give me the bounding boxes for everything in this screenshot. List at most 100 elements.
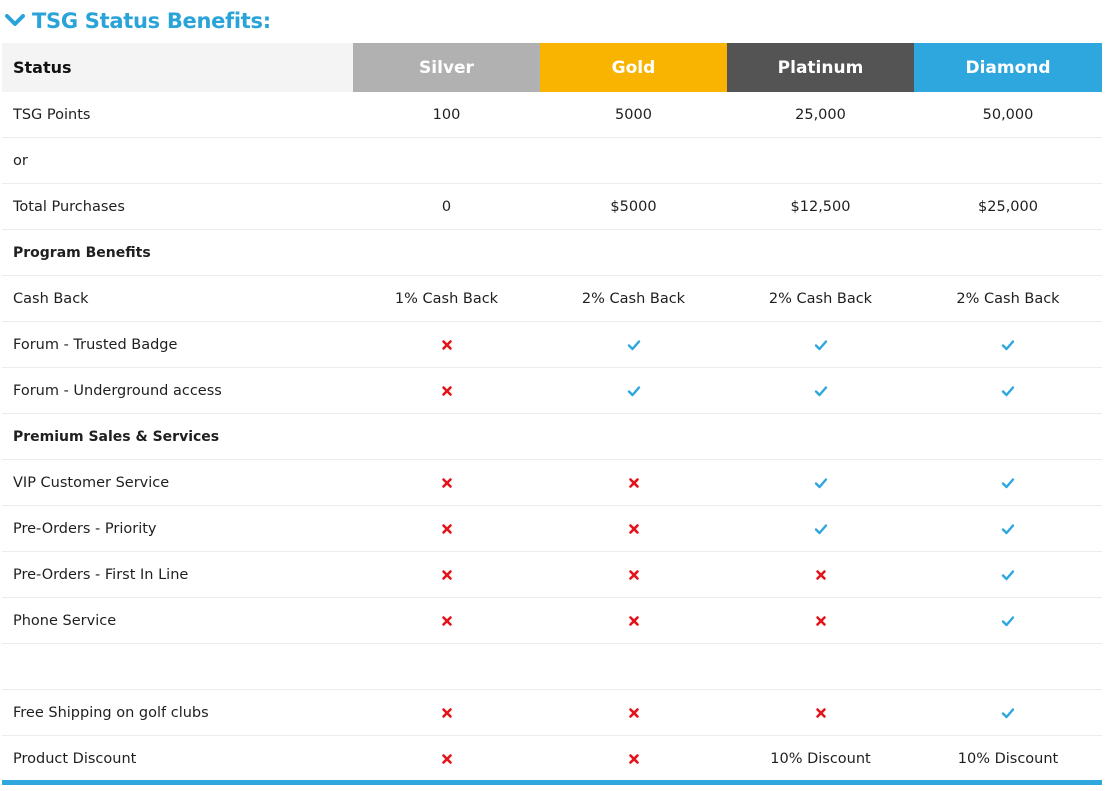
check-icon (814, 521, 828, 537)
check-icon (627, 383, 641, 399)
check-icon (1001, 705, 1015, 721)
row-cell (540, 367, 727, 414)
cross-icon (627, 751, 641, 767)
row-cell (914, 597, 1102, 644)
row-value: 100 (353, 92, 540, 138)
cross-icon (814, 613, 828, 629)
row-label: Forum - Trusted Badge (2, 321, 353, 368)
section-title: TSG Status Benefits: (32, 9, 271, 33)
bottom-accent-bar (2, 780, 1102, 785)
row-label: Product Discount (13, 750, 137, 767)
row-label: Forum - Underground access (2, 367, 353, 414)
row-cell (540, 689, 727, 736)
check-icon (1001, 337, 1015, 353)
row-value (353, 413, 540, 460)
cross-icon (440, 383, 454, 399)
row-value: 5000 (540, 92, 727, 138)
cross-icon (440, 613, 454, 629)
row-label: Total Purchases (2, 183, 353, 230)
row-value (353, 643, 540, 690)
check-icon (814, 475, 828, 491)
row-label: or (2, 137, 353, 184)
tier-header-silver: Silver (353, 43, 540, 92)
table-body: TSG Points 100 5000 25,000 50,000 or Total Pur… (2, 92, 1102, 781)
row-value: 10% Discount (957, 750, 1059, 767)
cross-icon (627, 475, 641, 491)
table-row: VIP Customer Service (2, 459, 1102, 506)
row-label: TSG Points (2, 92, 353, 138)
section-header[interactable]: TSG Status Benefits: (0, 0, 1105, 42)
row-value: 0 (353, 183, 540, 230)
chevron-down-icon[interactable] (4, 10, 26, 32)
row-value: 2% Cash Back (914, 275, 1102, 322)
row-value (914, 643, 1102, 690)
check-icon (627, 337, 641, 353)
check-icon (1001, 613, 1015, 629)
row-cell (727, 459, 914, 506)
row-label: Pre-Orders - First In Line (2, 551, 353, 598)
row-cell (353, 689, 540, 736)
table-row: Phone Service (2, 597, 1102, 644)
row-cell (540, 551, 727, 598)
row-label: Pre-Orders - Priority (2, 505, 353, 552)
row-value (540, 413, 727, 460)
row-value: 2% Cash Back (540, 275, 727, 322)
cross-icon (627, 613, 641, 629)
table-row: Forum - Trusted Badge (2, 321, 1102, 368)
table-row: Forum - Underground access (2, 367, 1102, 414)
row-value (540, 643, 727, 690)
row-cell (540, 459, 727, 506)
row-value (727, 137, 914, 184)
table-row: Program Benefits (2, 229, 1102, 276)
cross-icon (440, 475, 454, 491)
row-value: 25,000 (727, 92, 914, 138)
row-label: Cash Back (2, 275, 353, 322)
row-cell (540, 736, 727, 782)
check-icon (1001, 383, 1015, 399)
row-cell (727, 321, 914, 368)
row-value (540, 229, 727, 276)
check-icon (1001, 567, 1015, 583)
table-row: or (2, 137, 1102, 184)
row-label: Phone Service (2, 597, 353, 644)
check-icon (1001, 475, 1015, 491)
row-cell (727, 597, 914, 644)
row-cell (727, 689, 914, 736)
check-icon (814, 337, 828, 353)
table-row (2, 643, 1102, 690)
table-row: Premium Sales & Services (2, 413, 1102, 460)
cross-icon (627, 567, 641, 583)
table-row: Pre-Orders - Priority (2, 505, 1102, 552)
row-label (2, 643, 353, 690)
row-cell (914, 321, 1102, 368)
section-heading-label: Premium Sales & Services (2, 413, 353, 460)
row-value (914, 413, 1102, 460)
row-label: Free Shipping on golf clubs (2, 689, 353, 736)
row-value: 2% Cash Back (727, 275, 914, 322)
check-icon (1001, 521, 1015, 537)
row-cell (540, 597, 727, 644)
check-icon (814, 383, 828, 399)
cross-icon (814, 567, 828, 583)
table-row: Total Purchases 0 $5000 $12,500 $25,000 (2, 183, 1102, 230)
row-cell (353, 459, 540, 506)
row-value: 10% Discount (770, 750, 871, 767)
table-row: TSG Points 100 5000 25,000 50,000 (2, 92, 1102, 138)
tier-header-diamond: Diamond (914, 43, 1102, 92)
table-header-row: Status Silver Gold Platinum Diamond (2, 43, 1102, 92)
row-cell (353, 367, 540, 414)
row-value (727, 643, 914, 690)
tier-header-gold: Gold (540, 43, 727, 92)
row-cell (353, 505, 540, 552)
row-value (353, 137, 540, 184)
section-heading-label: Program Benefits (2, 229, 353, 276)
row-cell (914, 551, 1102, 598)
cross-icon (440, 705, 454, 721)
row-cell (353, 736, 540, 782)
table-row: Product Discount 10% Discount 10% Discount (2, 736, 1102, 782)
table-row: Free Shipping on golf clubs (2, 689, 1102, 736)
table-row: Cash Back 1% Cash Back 2% Cash Back 2% Cash… (2, 275, 1102, 322)
row-cell (914, 367, 1102, 414)
row-cell (540, 321, 727, 368)
tier-header-platinum: Platinum (727, 43, 914, 92)
